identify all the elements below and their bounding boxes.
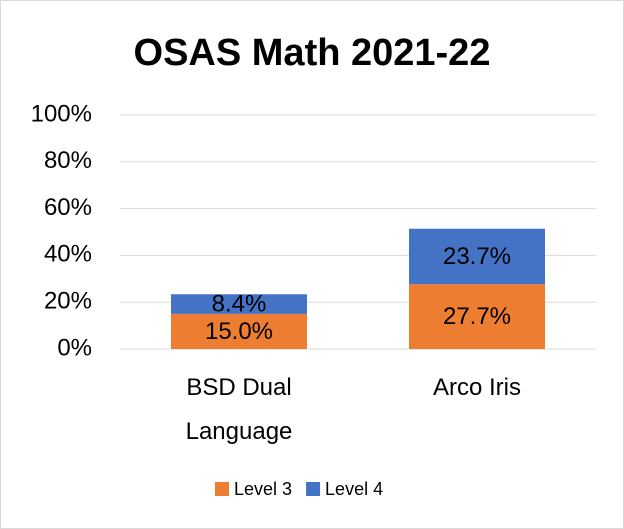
y-tick-label: 20% xyxy=(44,288,92,315)
y-tick-label: 40% xyxy=(44,241,92,268)
bar-segment xyxy=(409,284,545,349)
y-tick-label: 0% xyxy=(57,334,92,361)
data-label: 15.0% xyxy=(205,318,273,345)
y-tick-label: 80% xyxy=(44,147,92,174)
x-tick-label: BSD Dual Language xyxy=(185,374,293,445)
x-tick-label: Arco Iris xyxy=(432,374,521,401)
data-label: 8.4% xyxy=(212,290,267,317)
chart-title: OSAS Math 2021-22 xyxy=(134,32,491,74)
y-tick-label: 100% xyxy=(31,100,92,127)
data-label: 27.7% xyxy=(443,303,511,330)
bar-segment xyxy=(171,294,307,314)
y-tick-label: 60% xyxy=(44,194,92,221)
legend-label: Level 4 xyxy=(325,479,383,499)
bar-segment xyxy=(409,228,545,285)
data-label: 23.7% xyxy=(443,243,511,270)
bar-segment xyxy=(171,313,307,349)
legend-swatch xyxy=(306,482,321,496)
legend-label: Level 3 xyxy=(234,479,292,499)
legend-swatch xyxy=(215,482,229,496)
